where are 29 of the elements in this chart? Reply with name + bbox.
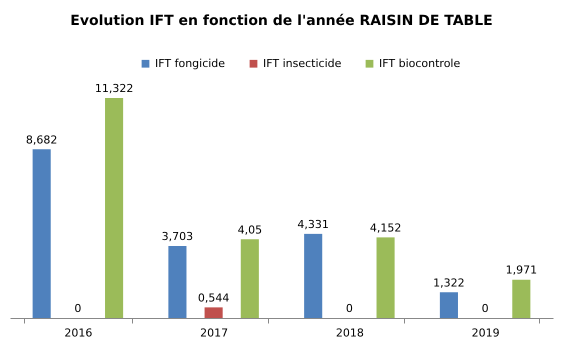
data-label: 4,05: [238, 223, 262, 236]
data-label: 0: [74, 302, 82, 315]
legend-label: IFT fongicide: [155, 56, 226, 70]
bar: [168, 246, 186, 318]
bar: [240, 239, 259, 318]
data-label: 11,322: [94, 82, 134, 95]
bar: [105, 98, 124, 318]
x-tick-label: 2016: [64, 326, 92, 340]
chart-title: Evolution IFT en fonction de l'année RAISIN DE TABLE: [70, 13, 493, 29]
data-label: 0,544: [198, 291, 230, 304]
legend-label: IFT biocontrole: [379, 56, 460, 70]
data-label: 3,703: [162, 230, 194, 244]
x-tick-label: 2017: [200, 326, 228, 340]
data-label: 0: [482, 302, 489, 315]
bar: [512, 280, 530, 318]
data-label: 4,331: [297, 218, 329, 231]
x-tick-label: 2018: [336, 326, 364, 340]
data-label: 4,152: [370, 221, 402, 234]
legend-label: IFT insecticide: [263, 56, 342, 70]
bar: [204, 307, 223, 318]
bar: [440, 292, 458, 318]
bar: [304, 234, 322, 318]
bar: [376, 237, 395, 318]
data-label: 0: [346, 302, 353, 315]
data-label: 8,682: [26, 133, 58, 146]
x-tick-label: 2019: [472, 326, 500, 340]
data-label: 1,322: [433, 276, 465, 290]
data-label: 1,971: [506, 264, 538, 277]
bar: [32, 149, 51, 318]
